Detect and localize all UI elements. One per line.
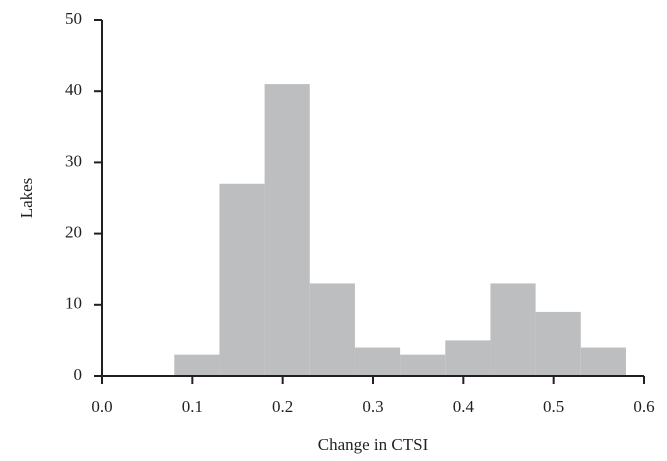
bar	[490, 283, 536, 376]
bar	[174, 354, 220, 376]
y-tick-label: 50	[65, 9, 82, 28]
x-tick-label: 0.4	[453, 397, 475, 416]
bar	[580, 347, 626, 376]
bar	[535, 311, 581, 376]
bar	[354, 347, 401, 376]
bar	[309, 283, 355, 376]
x-tick-label: 0.2	[272, 397, 293, 416]
y-tick-label: 0	[74, 365, 83, 384]
x-tick-label: 0.3	[362, 397, 383, 416]
x-tick-label: 0.1	[182, 397, 203, 416]
y-tick-label: 20	[65, 223, 82, 242]
x-axis-label: Change in CTSI	[318, 435, 429, 454]
y-tick-label: 10	[65, 294, 82, 313]
bar	[445, 340, 491, 376]
bar	[400, 354, 446, 376]
bar	[219, 183, 265, 376]
bar	[264, 84, 310, 376]
x-tick-label: 0.6	[633, 397, 654, 416]
y-tick-label: 30	[65, 151, 82, 170]
x-tick-label: 0.0	[91, 397, 112, 416]
x-tick-label: 0.5	[543, 397, 564, 416]
y-axis-label: Lakes	[17, 178, 36, 219]
y-tick-label: 40	[65, 80, 82, 99]
